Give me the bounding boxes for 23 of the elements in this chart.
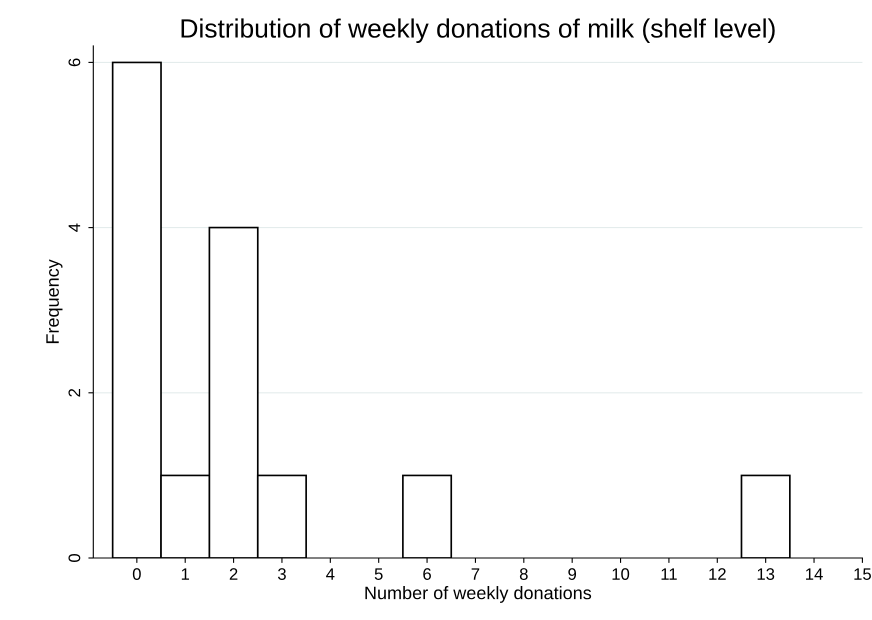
x-axis-title: Number of weekly donations bbox=[365, 586, 592, 603]
y-tick-label: 0 bbox=[68, 554, 80, 562]
y-tick-label: 4 bbox=[68, 223, 80, 232]
x-tick-label: 3 bbox=[278, 568, 286, 580]
x-tick-label: 15 bbox=[854, 568, 871, 580]
x-tick-label: 13 bbox=[758, 568, 774, 580]
y-tick-label: 6 bbox=[68, 58, 80, 66]
x-tick-label: 14 bbox=[806, 568, 823, 580]
y-axis-title: Frequency bbox=[46, 259, 62, 344]
x-tick-label: 6 bbox=[423, 568, 431, 580]
x-tick-label: 0 bbox=[132, 568, 141, 580]
x-tick-label: 7 bbox=[472, 568, 480, 580]
x-tick-label: 1 bbox=[182, 568, 190, 580]
x-tick-label: 9 bbox=[568, 568, 576, 580]
x-tick-label: 11 bbox=[662, 568, 677, 580]
x-tick-label: 4 bbox=[326, 568, 334, 580]
x-tick-label: 12 bbox=[709, 568, 726, 580]
x-tick-label: 5 bbox=[374, 568, 383, 580]
y-tick-label: 2 bbox=[68, 389, 80, 397]
x-tick-label: 8 bbox=[520, 568, 528, 580]
x-tick-label: 10 bbox=[612, 568, 630, 580]
chart-title: Distribution of weekly donations of milk (shelf level) bbox=[182, 18, 775, 44]
x-tick-label: 2 bbox=[230, 568, 238, 580]
